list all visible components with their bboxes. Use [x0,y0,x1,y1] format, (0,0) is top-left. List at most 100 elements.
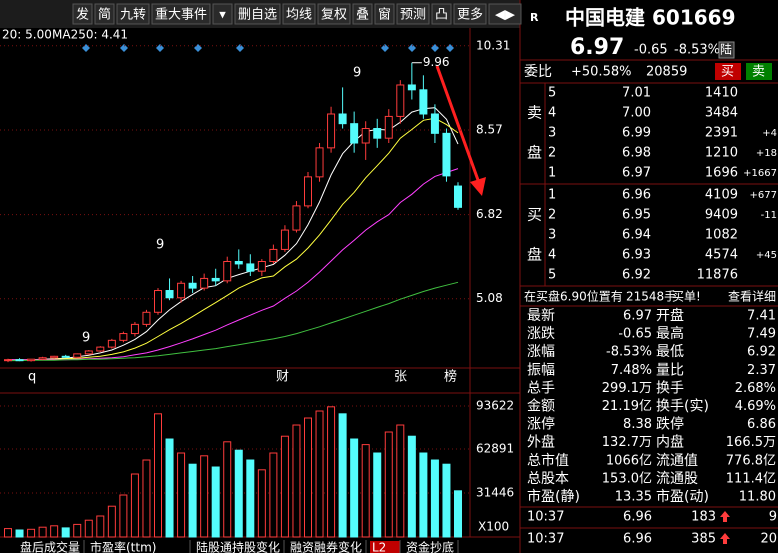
book-volume: 11876 [697,268,738,283]
toolbar-button[interactable] [151,3,211,25]
sell-label: 卖 [752,65,765,80]
stat-value: 299.1万 [602,381,652,396]
max-label: 9.96 [423,55,450,69]
toolbar-button[interactable] [234,3,281,25]
annotation-arrow [435,65,486,196]
book-price: 6.96 [622,188,651,203]
candle-body [454,185,462,208]
book-level: 4 [548,248,556,263]
toolbar-label: 更多 [457,7,483,23]
stat-value: 6.86 [747,417,776,432]
toolbar-label: 重大事件 [155,7,207,23]
candle-body [211,277,220,282]
stat-label: 量比 [656,362,684,378]
toolbar-button[interactable] [374,3,395,25]
candle-body [292,205,301,231]
tab[interactable]: 陆股通持股变化 [196,540,280,553]
volume-bar [4,528,12,538]
stat-value: 6.97 [623,309,652,324]
volume-bar [50,525,59,538]
toolbar-button[interactable] [212,3,233,25]
change: -0.65 [634,43,668,58]
book-price: 6.97 [622,166,651,181]
candle-body [419,89,428,115]
stat-label: 涨停 [527,416,555,433]
book-level: 5 [548,86,556,101]
candle-body [327,113,336,149]
notice-link: 查看详细 [728,289,776,304]
candle-body [130,323,139,335]
stat-label: 涨跌 [527,326,555,342]
toolbar-button[interactable] [317,3,351,25]
book-price: 7.01 [622,86,651,101]
volume-bar [407,435,416,538]
toolbar-button[interactable] [453,3,487,25]
tick-arrow [720,511,730,522]
candle-body [257,261,266,272]
tick-volume: 183 [691,510,716,525]
y-tick-label: 31446 [476,485,514,499]
volume-bar [200,455,209,538]
stat-value: 111.4亿 [726,471,776,486]
candle-body [234,261,243,265]
ma250-legend: MA250: 4.41 [52,28,128,42]
badge: R [530,11,539,24]
sell-button[interactable] [746,63,772,80]
book-level: 1 [548,166,556,181]
tag: 陆 [720,42,732,57]
pct: -8.53% [674,43,720,58]
tick-arrow [720,533,730,544]
toolbar-label: 预测 [400,8,426,23]
candle-body [338,113,347,125]
toolbar-button[interactable] [94,3,115,25]
toolbar-button[interactable] [431,3,452,25]
tick-count: 9 [769,510,777,525]
volume-unit: X100 [478,520,509,534]
ratio: +50.58% [571,65,631,80]
side-label: 盘 [527,144,542,162]
toolbar-button[interactable] [352,3,373,25]
toolbar-button[interactable] [282,3,316,25]
volume-bar [61,527,70,538]
tab[interactable]: 市盈率(ttm) [90,540,156,553]
stat-label: 跌停 [656,416,684,433]
volume-bar [27,528,36,538]
candle-body [407,84,416,91]
ratio-label: 委比 [524,64,552,80]
td-label: 9 [353,66,361,81]
book-level: 5 [548,268,556,283]
stat-value: 8.38 [623,417,652,432]
toolbar-button[interactable] [116,3,150,25]
volume-bar [315,410,324,538]
tab[interactable]: 融资融券变化 [290,540,362,553]
volume-bar [38,526,47,538]
toolbar-label: 叠 [356,8,369,23]
buy-button[interactable] [715,63,741,80]
book-level: 1 [548,188,556,203]
side-label: 卖 [527,104,542,122]
book-volume: 4574 [705,248,738,263]
candle-body [177,282,186,299]
candle-body [188,282,197,289]
side-label: 买 [527,206,542,224]
tab[interactable]: 盘后成交量 [20,540,80,553]
candle-body [73,353,82,358]
book-volume: 1210 [705,146,738,161]
volume-bar [96,515,105,538]
stat-label: 换手(实) [656,398,709,415]
volume-bar [280,435,289,538]
toolbar-button[interactable] [488,3,522,25]
candle-body [315,147,324,178]
stat-value: -0.65 [618,327,652,342]
volume-bar [142,459,151,538]
stat-label: 最新 [527,308,555,324]
tab[interactable]: 资金抄底 [406,540,454,553]
tab[interactable]: L2 [372,541,386,553]
stat-label: 总手 [527,380,555,396]
toolbar-button[interactable] [396,3,430,25]
book-volume: 1410 [705,86,738,101]
candle-body [50,355,59,359]
toolbar-label: ▾ [219,8,226,23]
toolbar-button[interactable] [72,3,93,25]
